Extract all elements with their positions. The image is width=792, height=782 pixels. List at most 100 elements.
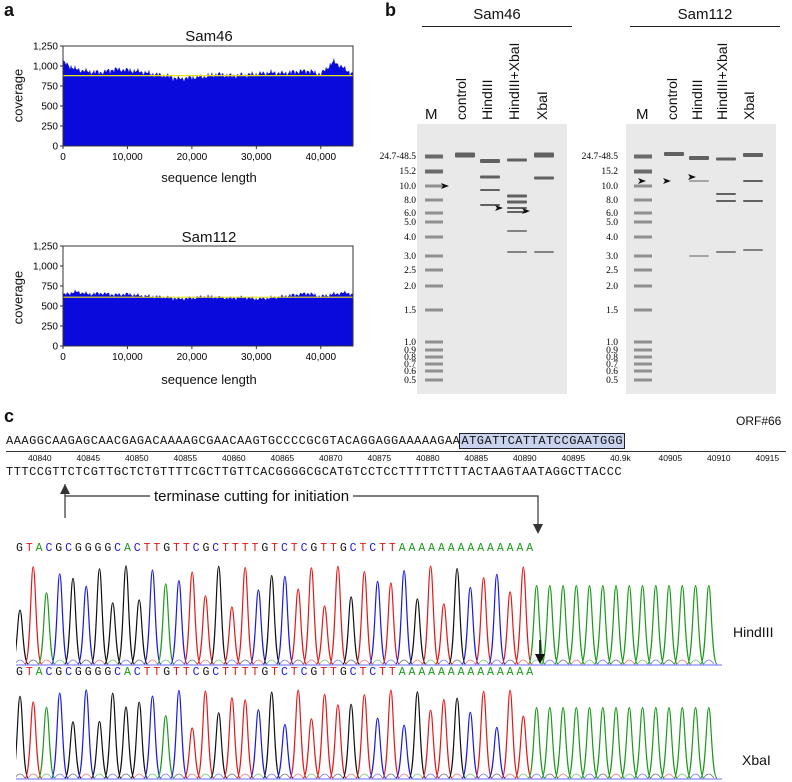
gel1-lane1-band bbox=[455, 152, 475, 158]
trace-noise bbox=[703, 773, 715, 779]
basecall: T bbox=[330, 542, 340, 555]
trace-noise bbox=[451, 773, 463, 779]
trace-noise bbox=[557, 659, 569, 665]
gel2-lane-control: control bbox=[664, 77, 680, 120]
basecall: T bbox=[143, 666, 154, 679]
trace-peak bbox=[183, 727, 201, 779]
trace-peak bbox=[647, 584, 665, 665]
chart2-xtick-label: 0 bbox=[60, 352, 66, 363]
chart2-ytick-label: 250 bbox=[41, 322, 58, 333]
panel-label-c: c bbox=[4, 406, 15, 426]
trace-peak bbox=[37, 706, 56, 779]
gel1-lane3-band bbox=[507, 194, 527, 198]
trace-peak bbox=[647, 706, 665, 779]
trace-noise bbox=[41, 659, 52, 665]
basecall: G bbox=[94, 666, 105, 679]
basecall: A bbox=[123, 666, 134, 679]
trace-noise bbox=[279, 773, 291, 779]
chart2-xtick-label: 20,000 bbox=[177, 352, 208, 363]
trace-peak bbox=[183, 571, 201, 665]
basecall: C bbox=[349, 542, 360, 555]
chromatogram2-basecalls: GTACGCGGGGCACTTGTTCGCTTTTGTCTCGTTGCTCTTA… bbox=[16, 666, 536, 679]
trace-noise bbox=[690, 773, 701, 779]
trace-peak bbox=[117, 706, 135, 779]
gel2-ladder-mark: 2.0 bbox=[606, 282, 618, 292]
trace-noise bbox=[451, 659, 463, 665]
trace-noise bbox=[412, 773, 423, 779]
trace-noise bbox=[478, 659, 489, 665]
trace-noise bbox=[319, 659, 330, 665]
basecall: T bbox=[241, 666, 252, 679]
trace-peak bbox=[329, 565, 347, 665]
chromatogram1-basecalls: GTACGCGGGGCACTTGTTCGCTTTTGTCTCGTTGCTCTTA… bbox=[16, 542, 536, 555]
trace-noise bbox=[80, 659, 92, 665]
trace-peak bbox=[249, 589, 268, 665]
gel2-lane4-band bbox=[743, 153, 763, 157]
basecall: T bbox=[320, 542, 330, 555]
trace-noise bbox=[385, 773, 397, 779]
trace-noise bbox=[584, 773, 595, 779]
trace-noise bbox=[597, 659, 609, 665]
gel1-ladder-band bbox=[425, 211, 443, 215]
trace-peak bbox=[699, 584, 718, 665]
gel2-underline bbox=[630, 26, 780, 27]
basecall: G bbox=[261, 666, 272, 679]
trace-peak bbox=[117, 565, 135, 665]
trace-peak bbox=[289, 588, 307, 665]
gel1-lane3-band bbox=[507, 200, 527, 204]
trace-peak bbox=[130, 701, 148, 779]
gel2-ladder-band bbox=[634, 220, 652, 224]
basecall: T bbox=[388, 542, 399, 555]
gel2-ladder-label: M bbox=[636, 106, 649, 123]
gel1-lane2-band bbox=[480, 175, 500, 179]
trace-peak bbox=[302, 718, 321, 779]
trace-peak bbox=[90, 568, 109, 665]
gel1-ladder-band bbox=[425, 169, 443, 174]
trace-noise bbox=[41, 773, 52, 779]
trace-noise bbox=[425, 773, 436, 779]
trace-peak bbox=[209, 712, 228, 779]
trace-peak bbox=[77, 689, 95, 779]
chromatogram2-label: XbaI bbox=[742, 752, 771, 768]
trace-peak bbox=[474, 690, 493, 779]
trace-noise bbox=[624, 773, 635, 779]
trace-noise bbox=[292, 659, 304, 665]
basecall: A bbox=[428, 666, 438, 679]
trace-peak bbox=[276, 575, 294, 665]
trace-noise bbox=[54, 773, 66, 779]
trace-noise bbox=[160, 773, 171, 779]
coverage-chart-sam46: 0 250 500 750 1,000 1,250 0 10,000 20,000 30,000 4… bbox=[33, 42, 354, 163]
trace-peak bbox=[329, 704, 347, 779]
trace-peak bbox=[77, 585, 95, 665]
gel1-ladder-mark: 2.5 bbox=[404, 266, 416, 276]
trace-peak bbox=[435, 603, 453, 665]
basecall: A bbox=[428, 542, 438, 555]
gel1-ladder-mark: 2.0 bbox=[404, 282, 416, 292]
gel2-ladder-band bbox=[634, 268, 652, 272]
basecall: A bbox=[447, 666, 458, 679]
trace-peak bbox=[16, 609, 29, 665]
trace-noise bbox=[27, 773, 39, 779]
gel1-ladder-band bbox=[425, 184, 443, 188]
trace-noise bbox=[544, 773, 556, 779]
trace-peak bbox=[262, 574, 281, 665]
trace-peak bbox=[408, 691, 427, 779]
gel2-ladder-mark: 0.6 bbox=[606, 367, 618, 377]
basecall: T bbox=[251, 666, 262, 679]
gel1-ladder-band bbox=[425, 220, 443, 224]
trace-peak bbox=[474, 577, 493, 665]
trace-noise bbox=[412, 659, 423, 665]
trace-peak bbox=[488, 726, 506, 779]
trace-peak bbox=[686, 584, 705, 665]
basecall: T bbox=[271, 666, 281, 679]
trace-noise bbox=[610, 659, 622, 665]
gel1-ladder-mark: 0.8 bbox=[404, 353, 416, 363]
trace-noise bbox=[147, 659, 158, 665]
trace-peak bbox=[276, 723, 294, 779]
chart1-frame bbox=[62, 45, 354, 147]
basecall: T bbox=[271, 542, 281, 555]
basecall: G bbox=[339, 666, 350, 679]
basecall: A bbox=[123, 542, 134, 555]
trace-peak bbox=[580, 706, 599, 779]
gel2-ladder-band bbox=[634, 340, 652, 344]
